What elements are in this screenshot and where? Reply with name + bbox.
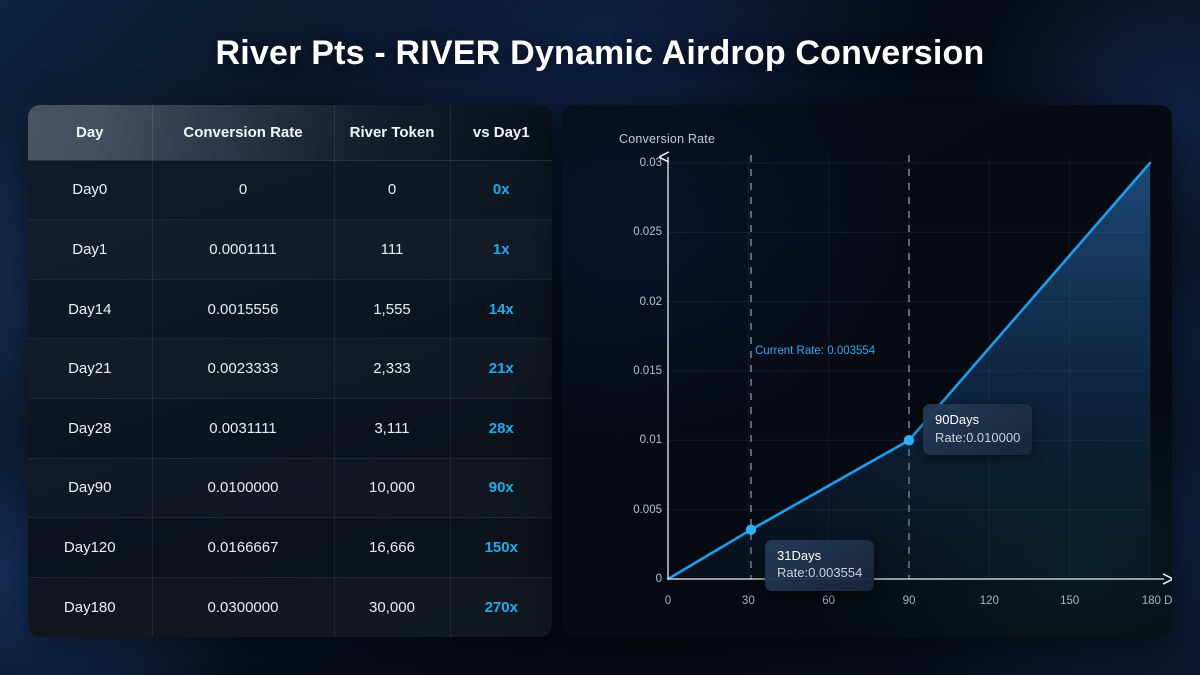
cell-vs-day1: 270x [484,598,518,616]
page-title: River Pts - RIVER Dynamic Airdrop Conver… [215,34,985,72]
cell-vs-day1: 1x [450,219,552,280]
chart-y-tick-labels: 0 0.005 0.01 0.015 0.02 0.025 0.03 [562,105,662,637]
column-header-vs-day1: vs Day1 [450,105,552,161]
cell-river-token: 0 [334,160,451,221]
table-row: Day1 0.0001111 111 1x [28,219,552,280]
cell-river-token: 30,000 [334,577,451,637]
x-axis-tick-label: 150 [1060,595,1080,607]
y-axis-tick-label: 0.025 [633,226,662,239]
tooltip-day-label: 31Days [777,547,822,563]
data-point-marker[interactable] [745,524,757,535]
x-axis-tick-label: 60 [822,595,836,607]
table-row: Day120 0.0166667 16,666 150x [28,517,552,578]
chart-line-series [666,161,1152,581]
conversion-chart-card: Conversion Rate [562,105,1172,637]
cell-vs-day1: 21x [450,338,552,399]
y-axis-tick-label: 0.02 [639,295,662,308]
cell-conversion-rate: 0.0100000 [152,458,335,519]
chart-data-markers [745,435,915,535]
cell-conversion-rate: 0.0031111 [152,398,335,459]
column-header-conversion-rate: Conversion Rate [152,105,335,161]
column-header-day: Day [28,105,153,161]
y-axis-tick-label: 0.01 [639,434,662,447]
table-row: Day28 0.0031111 3,111 28x [28,398,552,459]
cell-day: Day14 [28,279,153,340]
cell-vs-day1: 28x [450,398,552,459]
tooltip-rate-label: Rate:0.010000 [935,429,1021,445]
x-axis-tick-label: 120 [979,595,999,607]
cell-river-token: 1,555 [334,279,451,340]
table-header: Day Conversion Rate River Token vs Day1 [28,105,552,161]
current-rate-annotation: Current Rate: 0.003554 [755,344,876,357]
data-point-tooltip: 31Days Rate:0.003554 [765,539,875,591]
y-axis-tick-label: 0 [655,573,662,585]
cell-river-token: 16,666 [334,517,451,578]
cell-river-token: 111 [334,219,451,280]
cell-conversion-rate: 0 [152,160,335,221]
cell-day: Day180 [28,577,153,637]
cell-vs-day1: 90x [450,458,552,519]
table-row: Day21 0.0023333 2,333 21x [28,338,552,399]
cell-day: Day21 [28,338,153,399]
cell-day: Day28 [28,398,153,459]
cell-day: Day90 [28,458,153,519]
cell-river-token: 2,333 [334,338,451,399]
x-axis-tick-label: 0 [664,595,672,607]
column-header-river-token: River Token [334,105,451,161]
cell-vs-day1: 150x [450,517,552,578]
cell-vs-day1: 14x [450,279,552,340]
table-header-row: Day Conversion Rate River Token vs Day1 [28,105,552,161]
chart-area-fill [668,163,1150,579]
cell-conversion-rate: 0.0015556 [152,279,335,340]
cell-conversion-rate: 0.0166667 [152,517,335,578]
table-row: Day0 0 0 0x [28,160,552,221]
x-axis-tick-label: 30 [741,595,755,607]
conversion-table: Day Conversion Rate River Token vs Day1 … [28,105,552,637]
x-axis-tick-label: 180 Days [1141,595,1172,607]
cell-river-token: 10,000 [334,458,451,519]
cell-conversion-rate: 0.0001111 [152,219,335,280]
chart-y-axis-label: Conversion Rate [619,132,716,146]
tooltip-rate-label: Rate:0.003554 [777,564,863,580]
data-point-marker[interactable] [903,435,915,446]
y-axis-tick-label: 0.015 [633,365,662,377]
table-body: Day0 0 0 0x Day1 0.0001111 111 1x Day14 0.0015556… [28,160,552,637]
cell-day: Day120 [28,517,153,578]
conversion-table-card: Day Conversion Rate River Token vs Day1 … [28,105,552,637]
cell-conversion-rate: 0.0023333 [152,338,335,399]
table-row: Day14 0.0015556 1,555 14x [28,279,552,340]
tooltip-day-label: 90Days [935,412,980,428]
cell-vs-day1: 0x [450,160,552,221]
x-axis-tick-label: 90 [902,595,916,607]
y-axis-tick-label: 0.03 [639,157,662,169]
cell-river-token: 3,111 [334,398,451,459]
cell-conversion-rate: 0.0300000 [152,577,335,637]
y-axis-tick-label: 0.005 [633,503,662,516]
data-point-tooltip: 90Days Rate:0.010000 [923,404,1033,456]
chart-plot-area [562,105,1172,585]
table-row: Day180 0.0300000 30,000 270x [28,577,552,637]
table-row: Day90 0.0100000 10,000 90x [28,458,552,519]
cell-day: Day1 [28,219,153,280]
cell-day: Day0 [28,160,153,221]
